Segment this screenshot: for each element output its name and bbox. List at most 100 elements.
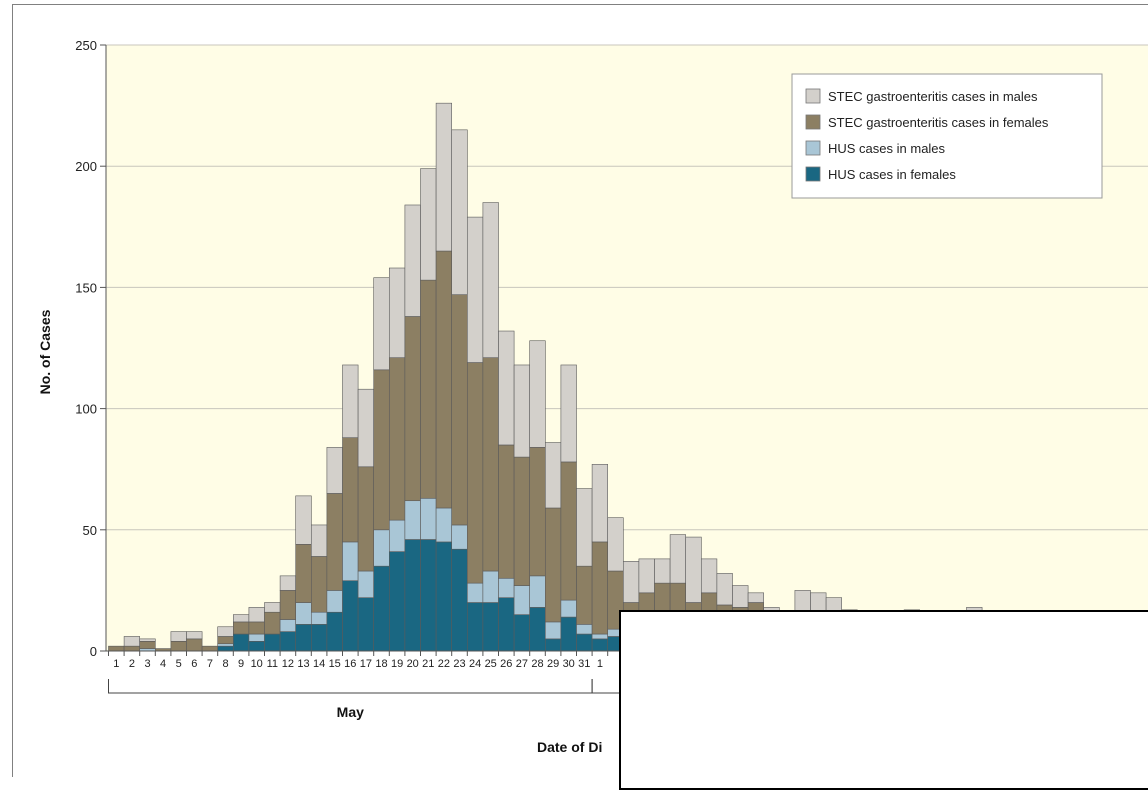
bar-segment <box>732 585 749 608</box>
x-tick-label: 25 <box>485 658 497 670</box>
y-axis-ticks: 0 50 100 150 200 250 <box>75 38 106 659</box>
bar-segment <box>591 541 608 635</box>
bar-segment <box>217 643 234 647</box>
bar-segment <box>342 364 359 438</box>
legend-label: HUS cases in males <box>828 141 946 156</box>
bar-segment <box>248 633 265 642</box>
bar-segment <box>513 614 530 652</box>
x-tick-label: 28 <box>531 658 543 670</box>
bar-segment <box>544 638 562 652</box>
bar-segment <box>264 611 281 635</box>
bar-segment <box>529 447 546 577</box>
month-label: May <box>337 704 364 720</box>
y-tick-label: 150 <box>75 280 97 295</box>
bar-segment <box>404 316 421 502</box>
y-axis-label: No. of Cases <box>37 309 53 394</box>
legend-swatch <box>805 166 821 182</box>
bar-segment <box>139 638 156 642</box>
bar-segment <box>217 636 234 645</box>
bar-segment <box>388 357 406 521</box>
x-tick-label: 22 <box>438 658 450 670</box>
bar-segment <box>482 357 499 572</box>
bar-segment <box>498 597 515 652</box>
bar-segment <box>388 551 406 652</box>
bar-segment <box>638 558 655 594</box>
bar-segment <box>404 539 421 652</box>
bar-segment <box>716 573 733 606</box>
bar-segment <box>248 621 265 635</box>
bar-segment <box>233 614 250 623</box>
bar-segment <box>482 602 499 652</box>
bar-segment <box>248 607 265 623</box>
bar-segment <box>170 641 187 652</box>
bar-segment <box>498 444 515 579</box>
bar-segment <box>139 641 156 649</box>
bar-segment <box>264 602 281 613</box>
bar-segment <box>295 624 312 652</box>
bar-segment <box>576 633 593 652</box>
legend-label: STEC gastroenteritis cases in males <box>828 89 1038 104</box>
bar-segment <box>529 340 546 448</box>
bar-segment <box>560 599 577 618</box>
legend-label: HUS cases in females <box>828 167 956 182</box>
bar-segment <box>342 580 359 652</box>
bar-segment <box>435 507 453 543</box>
y-tick-label: 200 <box>75 159 97 174</box>
bar-segment <box>482 570 499 603</box>
x-tick-label: 10 <box>251 658 263 670</box>
bar-segment <box>404 500 421 540</box>
bar-segment <box>513 585 530 615</box>
bar-segment <box>576 624 593 635</box>
x-tick-label: 8 <box>222 658 228 670</box>
x-tick-label: 9 <box>238 658 244 670</box>
bar-segment <box>700 558 718 594</box>
x-axis-ticks: 1 2 3 4 5 6 7 8 9 10 11 12 13 14 15 16 17 18 19 20 21 22 23 24 2… <box>108 651 1092 670</box>
x-tick-label: 7 <box>207 658 213 670</box>
bar-segment <box>607 517 624 572</box>
bar-segment <box>357 570 375 598</box>
y-tick-label: 100 <box>75 402 97 417</box>
x-tick-label: 19 <box>391 658 403 670</box>
bar-segment <box>310 611 328 625</box>
bar-segment <box>747 592 764 603</box>
bar-segment <box>295 495 312 545</box>
y-tick-label: 250 <box>75 38 97 53</box>
bar-segment <box>310 556 328 613</box>
x-tick-label: 15 <box>329 658 341 670</box>
x-tick-label: 1 <box>597 658 603 670</box>
bar-segment <box>466 216 484 363</box>
x-tick-label: 20 <box>407 658 419 670</box>
bar-segment <box>529 607 546 652</box>
x-tick-label: 17 <box>360 658 372 670</box>
bar-segment <box>591 633 608 640</box>
bar-segment <box>186 631 203 640</box>
bar-segment <box>326 447 343 494</box>
bar-segment <box>560 364 577 463</box>
x-tick-label: 3 <box>144 658 150 670</box>
bar-segment <box>498 577 515 598</box>
bar-segment <box>279 619 297 632</box>
bar-segment <box>295 544 312 603</box>
legend: STEC gastroenteritis cases in males STEC … <box>791 73 1103 199</box>
bar-segment <box>186 638 203 652</box>
bar-segment <box>357 597 375 652</box>
x-tick-label: 14 <box>313 658 325 670</box>
bar-segment <box>357 466 375 572</box>
y-tick-label: 50 <box>83 523 97 538</box>
bar-segment <box>279 631 297 652</box>
gridlines <box>106 44 1148 531</box>
bar-segment <box>482 202 499 358</box>
x-tick-label: 2 <box>129 658 135 670</box>
month-bracket <box>108 679 593 694</box>
x-tick-label: 5 <box>176 658 182 670</box>
legend-swatch <box>805 88 821 104</box>
legend-box <box>791 73 1103 199</box>
x-tick-label: 21 <box>422 658 434 670</box>
bar-segment <box>373 565 390 652</box>
x-tick-label: 30 <box>563 658 575 670</box>
x-tick-label: 11 <box>267 658 278 670</box>
bar-segment <box>373 529 390 567</box>
x-tick-label: 31 <box>578 658 590 670</box>
bar-segment <box>123 636 140 647</box>
bar-segment <box>201 645 219 652</box>
